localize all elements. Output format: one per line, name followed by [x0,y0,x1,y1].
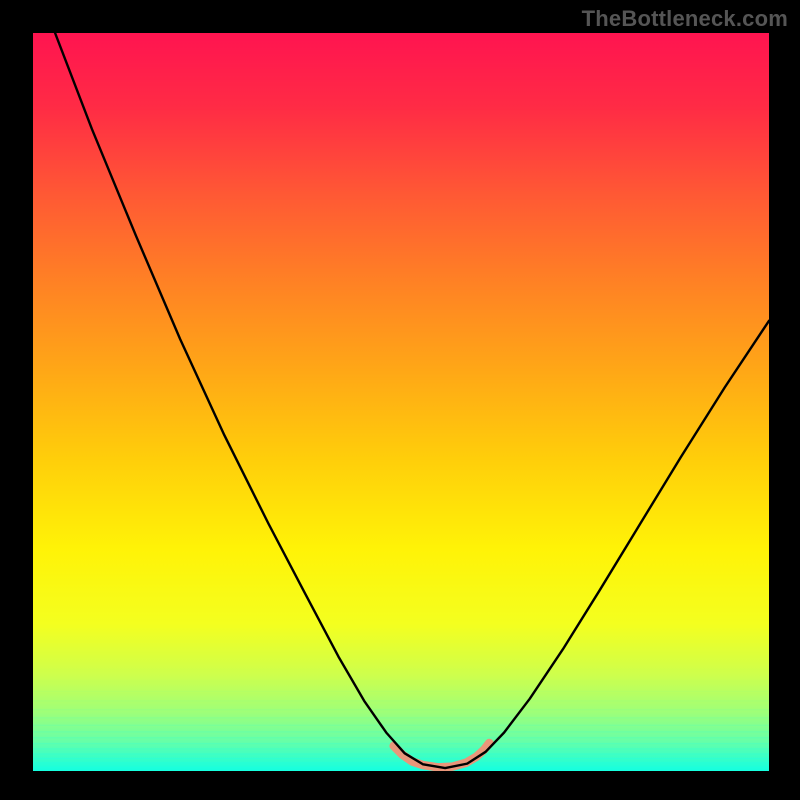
plot-area [33,33,769,771]
watermark-text: TheBottleneck.com [582,6,788,32]
gradient-background [33,33,769,771]
plot-svg [33,33,769,771]
chart-frame: TheBottleneck.com [0,0,800,800]
